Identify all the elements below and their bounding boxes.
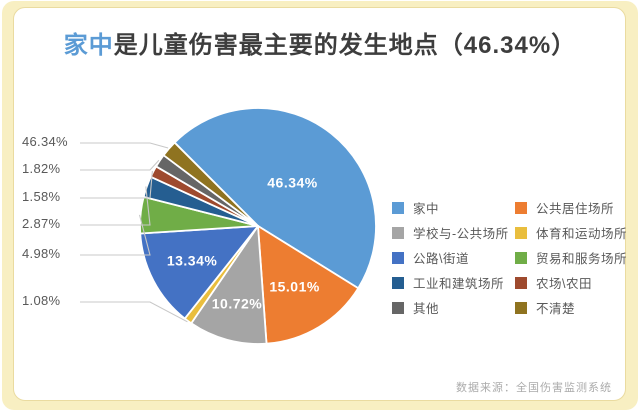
leader-line <box>80 159 160 171</box>
legend-item: 家中 <box>392 195 509 220</box>
legend-label: 不清楚 <box>536 302 576 316</box>
leader-line <box>80 186 151 226</box>
chart-title-highlight: 家中 <box>63 32 114 59</box>
leader-line <box>80 301 188 323</box>
pie-external-label: 1.82% <box>22 161 61 176</box>
legend-item: 工业和建筑场所 <box>392 270 509 295</box>
pie-external-label: 1.58% <box>22 189 61 204</box>
legend-item: 其他 <box>392 295 509 320</box>
legend-item: 不清楚 <box>515 295 627 320</box>
legend-label: 家中 <box>413 202 440 216</box>
legend-swatch-icon <box>515 276 527 289</box>
legend-label: 农场\农田 <box>536 277 592 291</box>
pie-external-label: 46.34% <box>22 134 68 149</box>
legend-swatch-icon <box>515 251 527 264</box>
leader-line <box>80 214 151 256</box>
chart-title-rest: 是儿童伤害最主要的发生地点 <box>113 32 439 59</box>
legend-label: 贸易和服务场所 <box>536 252 628 266</box>
pie-inside-label: 46.34% <box>267 175 318 191</box>
pie-slice-0 <box>173 107 377 290</box>
chart-title-percentage: （46.34%） <box>438 32 577 59</box>
data-source-note: 数据来源：全国伤害监测系统 <box>456 382 612 394</box>
pie-inside-label: 15.01% <box>269 279 320 295</box>
legend-item: 体育和运动场所 <box>515 220 627 245</box>
legend-swatch-icon <box>515 201 527 214</box>
pie-inside-label: 10.72% <box>212 295 263 311</box>
pie-slice-1 <box>257 225 360 345</box>
legend-swatch-icon <box>515 226 527 239</box>
legend-column-right: 公共居住场所 体育和运动场所 贸易和服务场所 农场\农田不清楚 <box>515 195 627 320</box>
pie-external-label: 2.87% <box>22 216 61 231</box>
legend-swatch-icon <box>392 276 404 289</box>
leader-line <box>80 171 153 199</box>
legend-column-left: 家中学校与-公共场所 公路\街道工业和建筑场所 其他 <box>392 195 509 320</box>
pie-external-label: 4.98% <box>22 246 61 261</box>
legend-swatch-icon <box>392 251 404 264</box>
pie-slice-9 <box>162 141 259 227</box>
legend-item: 学校与-公共场所 <box>392 220 509 245</box>
legend-swatch-icon <box>392 226 404 239</box>
legend-label: 工业和建筑场所 <box>413 277 505 291</box>
legend-swatch-icon <box>392 201 404 214</box>
legend-label: 学校与-公共场所 <box>413 227 509 241</box>
legend-swatch-icon <box>515 301 527 314</box>
pie-slice-2 <box>190 225 268 345</box>
legend-label: 公共居住场所 <box>536 202 615 216</box>
chart-title: 家中是儿童伤害最主要的发生地点（46.34%） <box>0 25 640 60</box>
legend-item: 公路\街道 <box>392 245 509 270</box>
legend-item: 贸易和服务场所 <box>515 245 627 270</box>
legend-item: 公共居住场所 <box>515 195 627 220</box>
legend-swatch-icon <box>392 301 404 314</box>
legend-label: 其他 <box>413 302 440 316</box>
legend-item: 农场\农田 <box>515 270 627 295</box>
legend-label: 公路\街道 <box>413 252 469 266</box>
pie-inside-label: 13.34% <box>167 253 218 269</box>
leader-line <box>80 142 169 149</box>
legend-label: 体育和运动场所 <box>536 227 628 241</box>
pie-slice-4 <box>139 225 259 320</box>
pie-external-label: 1.08% <box>22 293 61 308</box>
